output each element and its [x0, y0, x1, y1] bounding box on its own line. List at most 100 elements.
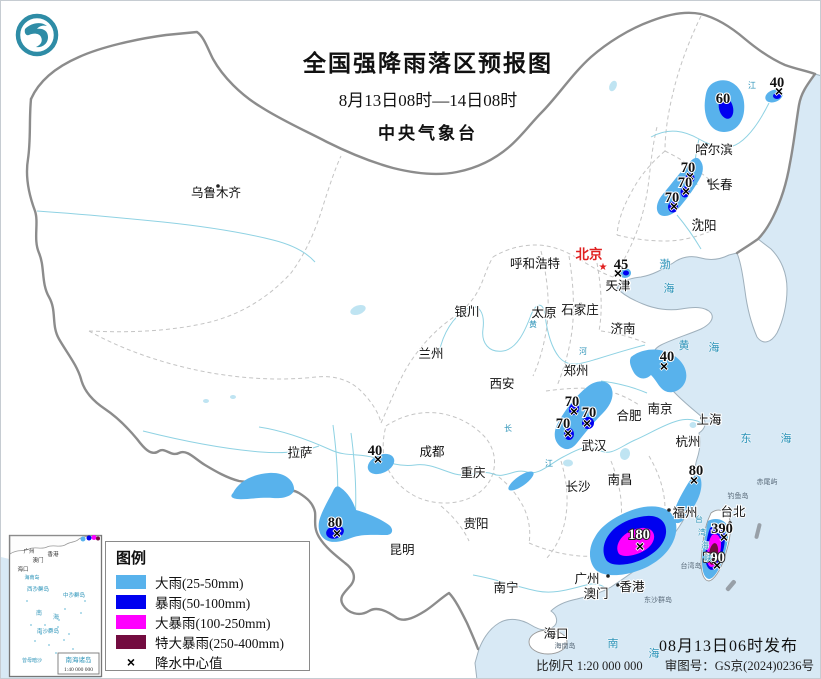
inset-name-box — [57, 652, 100, 675]
city-dot — [506, 377, 510, 381]
city-dot — [469, 305, 473, 309]
forecast-period: 8月13日08时—14日08时 — [338, 91, 518, 111]
city-dot — [405, 543, 409, 547]
legend-row-heavy-rainstorm: 大暴雨(100-250mm) — [116, 612, 301, 632]
city-dot — [622, 473, 626, 477]
city-label-合肥: 合肥 — [616, 408, 642, 423]
rain-center-icon: × — [570, 403, 578, 419]
geo-label: 赤尾屿 — [757, 477, 778, 486]
city-label-武汉: 武汉 — [581, 439, 607, 453]
rain-center-value: 40 — [660, 349, 675, 365]
rain-center-icon: × — [660, 358, 668, 374]
capital-label: 北京 — [576, 246, 603, 262]
city-label-福州: 福州 — [672, 505, 697, 520]
city-label-昆明: 昆明 — [389, 543, 414, 557]
rain-center-icon: × — [713, 557, 721, 573]
city-label-重庆: 重庆 — [460, 465, 486, 480]
inset-island-dot — [63, 639, 65, 641]
sea-label: 湾 — [698, 527, 706, 537]
inset-label: 南 — [36, 609, 42, 617]
river-label: 黄 — [529, 319, 537, 329]
rain-area-jilin — [656, 157, 703, 217]
sea-label: 海 — [709, 340, 720, 354]
city-dot — [549, 306, 553, 310]
geo-label: 钓鱼岛 — [728, 491, 749, 500]
sea-label: 峡 — [704, 553, 712, 563]
rain-center-icon: × — [333, 525, 341, 541]
inset-label: 海南岛 — [24, 574, 39, 581]
inset-island-dot — [48, 644, 50, 646]
rain-center-value: 60 — [716, 91, 731, 107]
city-label-成都: 成都 — [419, 445, 445, 459]
city-label-哈尔滨: 哈尔滨 — [695, 142, 733, 157]
city-dot — [550, 628, 554, 632]
city-dot — [606, 574, 610, 578]
rain-center-icon: × — [670, 198, 678, 214]
inset-island-dot — [50, 628, 52, 630]
city-label-香港: 香港 — [619, 580, 645, 594]
legend-label: 降水中心值 — [155, 656, 223, 671]
inset-name: 南海诸岛 — [66, 655, 92, 664]
city-dot — [689, 435, 693, 439]
inset-label: 曾母暗沙 — [22, 657, 42, 664]
river-label: 长 — [504, 423, 512, 433]
footer-meta: 比例尺 1:20 000 000 审图号：GS京(2024)0236号 — [536, 655, 814, 674]
legend-swatch-heavy-rain — [116, 575, 146, 589]
inset-island-dot — [80, 612, 82, 614]
city-dot — [667, 508, 671, 512]
rain-center-icon: × — [720, 529, 728, 545]
cma-logo — [15, 13, 59, 57]
rain-center-value: 80 — [689, 463, 704, 479]
city-dot — [635, 410, 639, 414]
legend-swatch-heavy-rainstorm — [116, 615, 146, 629]
rain-center-value: 45 — [614, 257, 629, 273]
sea-label: 黄 — [679, 338, 690, 352]
approval-number: 审图号：GS京(2024)0236号 — [664, 659, 814, 673]
rain-area-hunan — [508, 471, 534, 491]
sea-label: 台 — [695, 514, 703, 524]
sea-label: 渤 — [660, 258, 671, 271]
city-label-西安: 西安 — [489, 376, 514, 391]
sea-east — [474, 73, 820, 678]
inset-label: 南沙群岛 — [37, 627, 60, 635]
city-dot — [475, 466, 479, 470]
legend-row-center-value: × 降水中心值 — [116, 652, 301, 672]
lakes — [203, 80, 697, 467]
city-label-长沙: 长沙 — [565, 480, 591, 494]
inset-island-dot — [44, 624, 46, 626]
city-dot — [728, 521, 732, 525]
rain-center-icon: × — [126, 654, 136, 670]
inset-island-dot — [34, 586, 36, 588]
city-dot — [292, 446, 296, 450]
city-label-南宁: 南宁 — [493, 580, 518, 595]
rain-center-value: 70 — [681, 160, 696, 176]
rain-center-value: 70 — [678, 175, 693, 191]
river-label: 河 — [579, 346, 587, 356]
sea-label: 海 — [781, 431, 792, 445]
inset-island-dot — [40, 588, 42, 590]
title-block: 全国强降雨落区预报图 8月13日08时—14日08时 中央气象台 — [241, 50, 615, 144]
city-dot — [579, 480, 583, 484]
inset-island-dot — [72, 648, 74, 650]
city-label-贵阳: 贵阳 — [463, 517, 488, 531]
rain-center-value: 70 — [665, 190, 680, 206]
city-label-乌鲁木齐: 乌鲁木齐 — [191, 185, 242, 200]
rain-center-icon: × — [775, 83, 783, 99]
legend-swatch-rainstorm — [116, 595, 146, 609]
legend-row-heavy-rain: 大雨(25-50mm) — [116, 572, 301, 592]
inset-label: 海口 — [17, 565, 28, 573]
map-scale: 比例尺 1:20 000 000 — [536, 659, 643, 673]
city-dot — [537, 256, 541, 260]
rain-area-tibet — [231, 472, 295, 500]
city-dot — [475, 517, 479, 521]
city-dot — [707, 179, 711, 183]
sea-label: 南 — [608, 637, 619, 650]
rain-center-icon: × — [583, 415, 591, 431]
city-label-台北: 台北 — [720, 504, 746, 519]
city-dot — [578, 302, 582, 306]
city-label-太原: 太原 — [531, 305, 556, 320]
rain-area-sichuan — [367, 453, 395, 475]
legend-row-rainstorm: 暴雨(50-100mm) — [116, 592, 301, 612]
inset-label: 香港 — [47, 550, 59, 558]
